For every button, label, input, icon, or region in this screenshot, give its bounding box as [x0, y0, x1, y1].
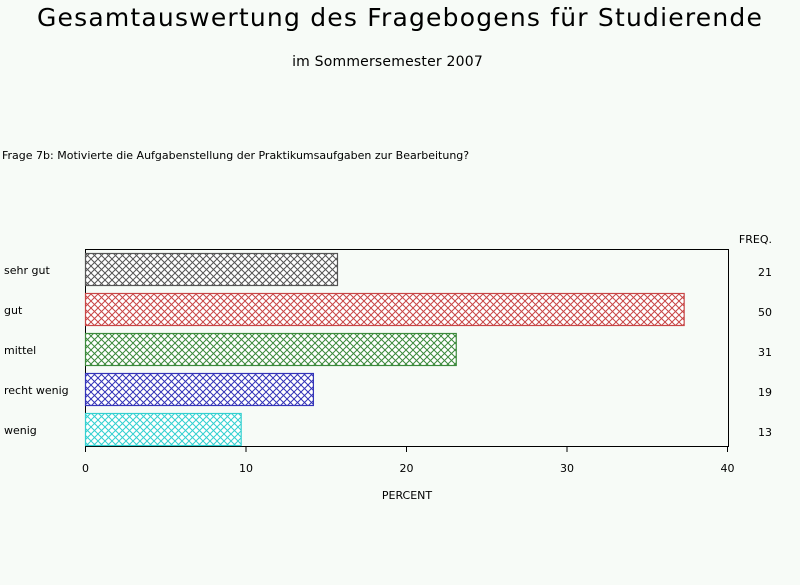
x-tick-label: 0 — [82, 462, 89, 475]
freq-value: 50 — [758, 306, 772, 319]
category-label: mittel — [4, 344, 36, 357]
bar-gut — [84, 292, 685, 327]
freq-value: 13 — [758, 426, 772, 439]
bar-sehr-gut — [84, 252, 339, 287]
question-text: Frage 7b: Motivierte die Aufgabenstellun… — [2, 149, 470, 162]
x-axis-label: PERCENT — [382, 489, 433, 502]
page-subtitle: im Sommersemester 2007 — [292, 54, 483, 70]
x-tick-label: 30 — [560, 462, 574, 475]
bar-wenig — [84, 412, 242, 447]
category-label: recht wenig — [4, 384, 69, 397]
bar-mittel — [84, 332, 457, 367]
bar-recht-wenig — [84, 372, 315, 407]
x-tick-label: 10 — [239, 462, 253, 475]
freq-value: 31 — [758, 346, 772, 359]
category-label: gut — [4, 304, 23, 317]
page-title: Gesamtauswertung des Fragebogens für Stu… — [36, 3, 764, 32]
x-tick-label: 20 — [400, 462, 414, 475]
category-label: wenig — [4, 424, 37, 437]
freq-header: FREQ. — [739, 233, 772, 246]
freq-value: 21 — [758, 266, 772, 279]
category-label: sehr gut — [4, 264, 50, 277]
x-tick-label: 40 — [721, 462, 735, 475]
freq-value: 19 — [758, 386, 772, 399]
